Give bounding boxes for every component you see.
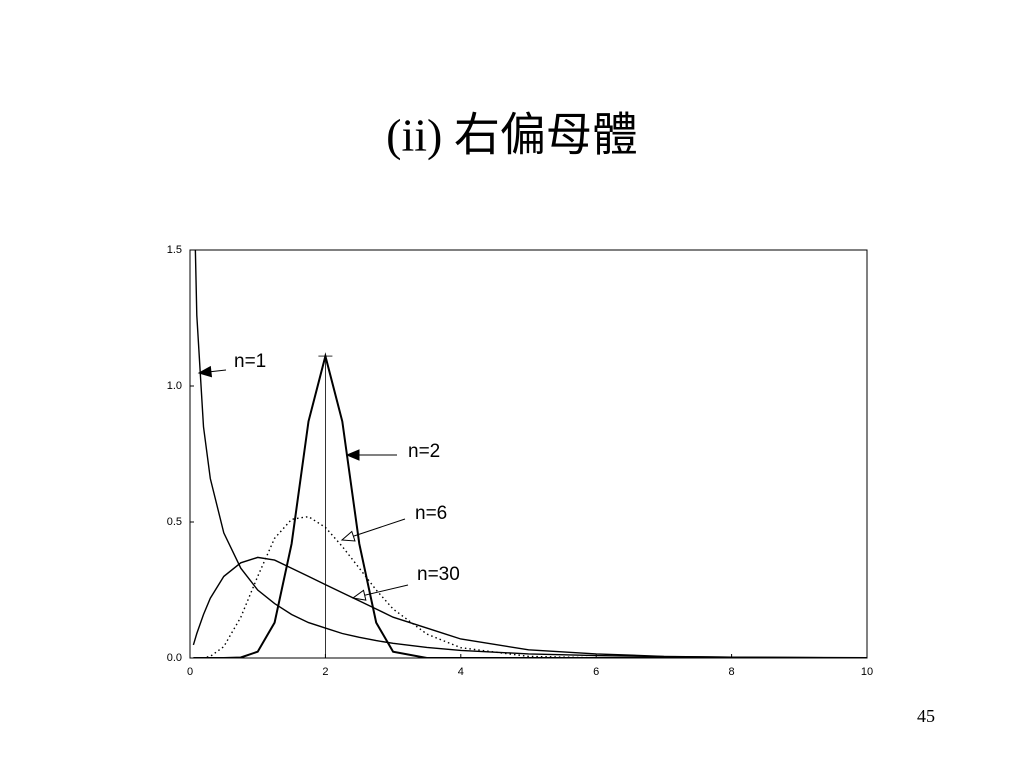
y-tick-label: 1.0 (167, 380, 182, 392)
legend-label: n=30 (417, 564, 460, 585)
legend-label: n=6 (415, 503, 447, 524)
y-tick-label: 0.5 (167, 516, 182, 528)
legend-label: n=1 (234, 351, 266, 372)
y-tick-label: 1.5 (167, 244, 182, 256)
arrow-head (351, 589, 367, 601)
arrow-head (340, 530, 356, 542)
plot-frame (189, 249, 868, 659)
x-tick-label: 8 (729, 666, 735, 678)
x-tick-label: 0 (187, 666, 193, 678)
series-line (193, 352, 867, 658)
x-tick-label: 10 (861, 666, 873, 678)
y-tick-label: 0.0 (167, 652, 182, 664)
x-tick-label: 2 (322, 666, 328, 678)
page-number: 45 (917, 706, 935, 726)
legend-label: n=2 (408, 441, 440, 462)
x-tick-label: 6 (593, 666, 599, 678)
series-line (193, 515, 867, 658)
arrow-head (345, 449, 360, 461)
x-tick-label: 4 (458, 666, 464, 678)
plot-area (192, 250, 867, 658)
series-line (194, 250, 867, 658)
series-line (192, 556, 867, 658)
arrow-head (197, 365, 213, 378)
slide-title: (ii) 右偏母體 (386, 110, 638, 161)
